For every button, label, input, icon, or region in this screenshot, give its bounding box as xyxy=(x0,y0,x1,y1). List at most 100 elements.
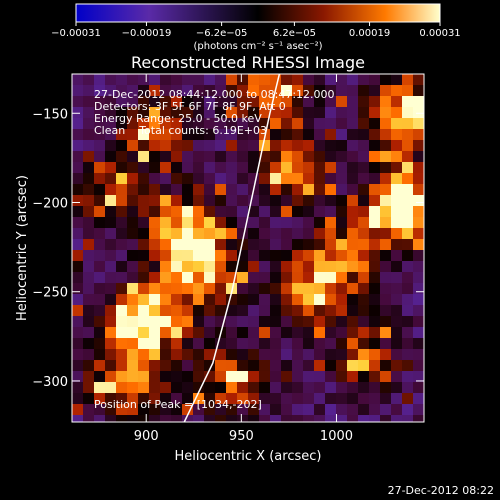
heatmap-cell xyxy=(160,151,171,162)
heatmap-cell xyxy=(369,360,380,371)
heatmap-cell xyxy=(402,74,413,85)
heatmap-cell xyxy=(94,371,105,382)
heatmap-cell xyxy=(380,151,391,162)
heatmap-cell xyxy=(105,272,116,283)
heatmap-cell xyxy=(369,393,380,404)
heatmap-cell xyxy=(204,184,215,195)
heatmap-cell xyxy=(369,162,380,173)
heatmap-cell xyxy=(116,305,127,316)
heatmap-cell xyxy=(226,107,237,118)
heatmap-cell xyxy=(259,360,270,371)
heatmap-cell xyxy=(347,129,358,140)
heatmap-cell xyxy=(237,195,248,206)
heatmap-cell xyxy=(292,151,303,162)
heatmap-cell xyxy=(204,129,215,140)
heatmap-cell xyxy=(270,272,281,283)
heatmap-cell xyxy=(116,250,127,261)
heatmap-cell xyxy=(325,294,336,305)
heatmap-cell xyxy=(325,239,336,250)
x-axis-tick-label: 950 xyxy=(229,429,254,444)
heatmap-cell xyxy=(160,415,171,422)
heatmap-cell xyxy=(270,184,281,195)
heatmap-cell xyxy=(336,162,347,173)
annotation-clean-counts: Clean Total counts: 6.19E+03 xyxy=(94,124,267,137)
heatmap-cell xyxy=(413,162,424,173)
heatmap-cell xyxy=(193,118,204,129)
heatmap-cell xyxy=(413,129,424,140)
heatmap-cell xyxy=(413,85,424,96)
heatmap-cell xyxy=(160,261,171,272)
heatmap-cell xyxy=(226,217,237,228)
heatmap-cell xyxy=(248,404,259,415)
heatmap-cell xyxy=(270,239,281,250)
heatmap-cell xyxy=(259,283,270,294)
heatmap-cell xyxy=(413,272,424,283)
heatmap-cell xyxy=(248,96,259,107)
colorbar-tick-label: 0.00019 xyxy=(349,28,390,39)
heatmap-cell xyxy=(237,327,248,338)
heatmap-cell xyxy=(237,360,248,371)
heatmap-cell xyxy=(171,107,182,118)
heatmap-cell xyxy=(138,294,149,305)
heatmap-cell xyxy=(83,151,94,162)
heatmap-cell xyxy=(94,206,105,217)
colorbar-tick-label: 0.00031 xyxy=(419,28,460,39)
heatmap-cell xyxy=(358,327,369,338)
heatmap-cell xyxy=(105,404,116,415)
annotation-detectors: Detectors: 3F 5F 6F 7F 8F 9F, Att 0 xyxy=(94,100,286,113)
heatmap-cell xyxy=(281,206,292,217)
heatmap-cell xyxy=(303,239,314,250)
heatmap-cell xyxy=(149,283,160,294)
heatmap-cell xyxy=(413,338,424,349)
heatmap-cell xyxy=(259,327,270,338)
heatmap-cell xyxy=(369,349,380,360)
heatmap-cell xyxy=(226,382,237,393)
heatmap-cell xyxy=(127,151,138,162)
colorbar-tick-label: −6.2e−05 xyxy=(196,28,248,39)
heatmap-cell xyxy=(314,404,325,415)
heatmap-cell xyxy=(281,294,292,305)
heatmap-cell xyxy=(193,151,204,162)
heatmap-cell xyxy=(105,338,116,349)
heatmap-cell xyxy=(237,184,248,195)
heatmap-cell xyxy=(358,74,369,85)
heatmap-cell xyxy=(105,382,116,393)
heatmap-cell xyxy=(369,96,380,107)
heatmap-cell xyxy=(292,261,303,272)
heatmap-cell xyxy=(94,107,105,118)
heatmap-cell xyxy=(303,151,314,162)
heatmap-cell xyxy=(193,85,204,96)
heatmap-cell xyxy=(413,239,424,250)
heatmap-cell xyxy=(160,228,171,239)
annotation-time-range: 27-Dec-2012 08:44:12.000 to 08:47:12.000 xyxy=(94,88,335,101)
heatmap-cell xyxy=(292,85,303,96)
heatmap-cell xyxy=(226,371,237,382)
footer-date-stamp: 27-Dec-2012 08:22 xyxy=(388,484,494,497)
heatmap-cell xyxy=(193,261,204,272)
heatmap-cell xyxy=(292,206,303,217)
heatmap-cell xyxy=(94,217,105,228)
heatmap-cell xyxy=(270,74,281,85)
heatmap-cell xyxy=(380,316,391,327)
heatmap-cell xyxy=(369,371,380,382)
heatmap-cell xyxy=(215,338,226,349)
heatmap-cell xyxy=(248,195,259,206)
heatmap-cell xyxy=(105,118,116,129)
heatmap-cell xyxy=(138,140,149,151)
heatmap-cell xyxy=(149,272,160,283)
heatmap-cell xyxy=(303,327,314,338)
heatmap-cell xyxy=(281,239,292,250)
heatmap-cell xyxy=(138,250,149,261)
heatmap-cell xyxy=(325,96,336,107)
heatmap-cell xyxy=(347,184,358,195)
heatmap-cell xyxy=(226,272,237,283)
heatmap-cell xyxy=(358,349,369,360)
heatmap-cell xyxy=(193,206,204,217)
heatmap-cell xyxy=(193,272,204,283)
heatmap-cell xyxy=(215,360,226,371)
heatmap-cell xyxy=(193,96,204,107)
heatmap-cell xyxy=(94,305,105,316)
heatmap-cell xyxy=(193,404,204,415)
heatmap-cell xyxy=(237,206,248,217)
